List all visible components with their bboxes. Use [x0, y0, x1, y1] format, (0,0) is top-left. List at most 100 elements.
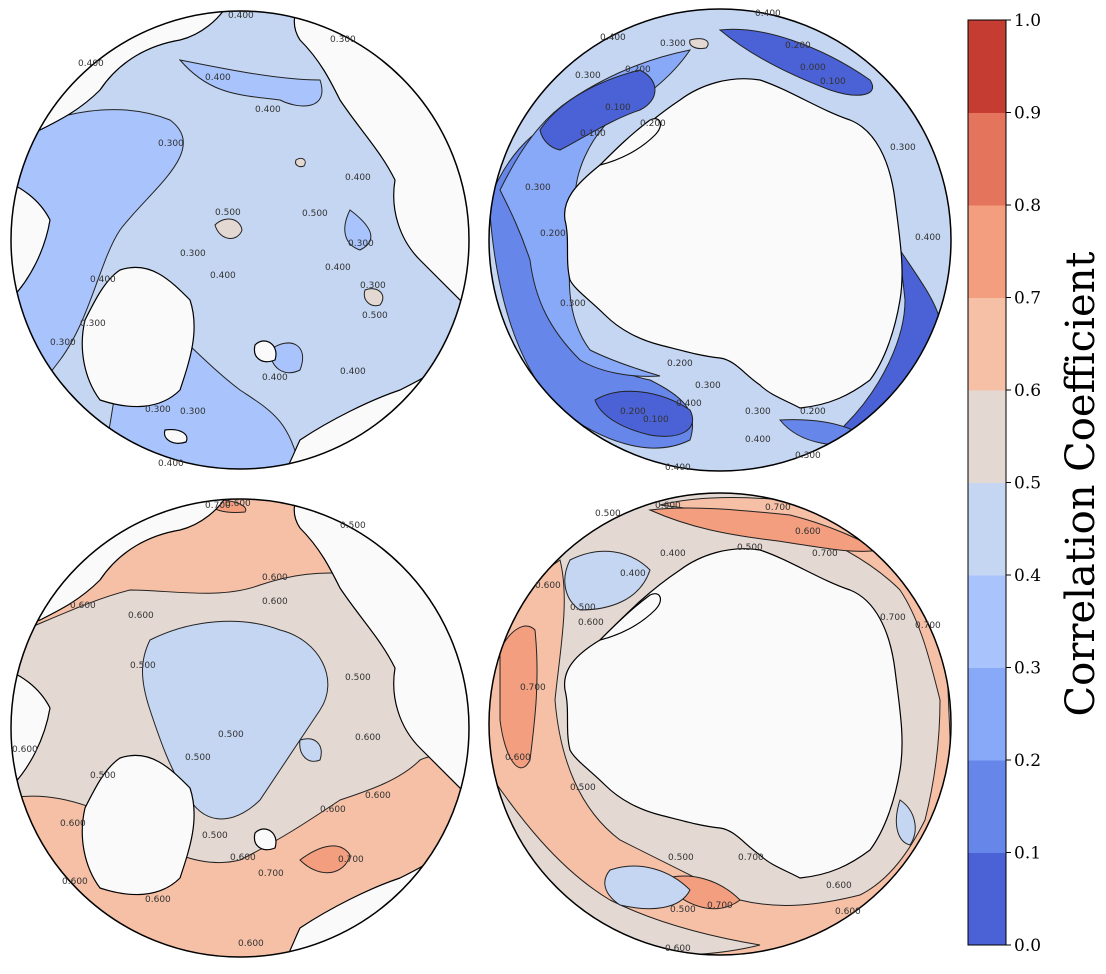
contour-label: 0.400 [676, 399, 702, 409]
contour-label: 0.300 [330, 35, 356, 45]
contour-label: 0.200 [540, 229, 566, 239]
contour-label: 0.300 [180, 249, 206, 259]
colorbar-segment [968, 760, 1006, 853]
contour-label: 0.200 [620, 407, 646, 417]
contour-label: 0.700 [338, 855, 364, 865]
contour-label: 0.700 [258, 869, 284, 879]
contour-label: 0.300 [560, 299, 586, 309]
colorbar-tick-label: 0.2 [1014, 751, 1041, 771]
contour-label: 0.400 [228, 11, 254, 21]
contour-band-0.4-0.5 [142, 620, 329, 820]
contour-label: 0.500 [90, 771, 116, 781]
contour-label: 0.400 [325, 263, 351, 273]
colorbar-tick-label: 0.3 [1014, 659, 1041, 679]
contour-labels: 0.400 0.300 0.400 0.400 0.300 0.500 0.30… [50, 11, 388, 469]
contour-labels: 0.600 0.700 0.500 0.600 0.600 0.600 0.60… [12, 499, 391, 949]
contour-band-0.3-0.4 [178, 59, 323, 107]
land-mass-peninsula [598, 118, 662, 167]
contour-label: 0.100 [580, 129, 606, 139]
colorbar-tick-label: 0.5 [1014, 474, 1041, 494]
contour-label: 0.500 [302, 209, 328, 219]
contour-label: 0.700 [880, 613, 906, 623]
colorbar-tick-label: 0.7 [1014, 289, 1041, 309]
contour-label: 0.300 [158, 139, 184, 149]
contour-label: 0.600 [225, 499, 251, 509]
contour-label: 0.200 [667, 359, 693, 369]
contour-label: 0.500 [668, 853, 694, 863]
contour-label: 0.400 [665, 463, 691, 473]
colorbar-label: Correlation Coefficient [1058, 252, 1104, 717]
contour-label: 0.400 [755, 9, 781, 19]
contour-label: 0.600 [62, 877, 88, 887]
contour-label: 0.600 [795, 527, 821, 537]
contour-band-0.3-0.4 [269, 342, 304, 374]
contour-label: 0.300 [348, 239, 374, 249]
contour-label: 0.300 [660, 39, 686, 49]
contour-label: 0.300 [890, 143, 916, 153]
contour-band-0.7-0.8 [299, 845, 351, 874]
map-panel-antarctic-upper: 0.400 0.400 0.300 0.300 0.200 0.100 0.20… [488, 8, 952, 473]
contour-label: 0.500 [737, 543, 763, 553]
contour-label: 0.600 [145, 895, 171, 905]
contour-label: 0.600 [578, 618, 604, 628]
contour-label: 0.400 [205, 73, 231, 83]
contour-label: 0.400 [255, 105, 281, 115]
land-mass-island [253, 828, 277, 851]
contour-label: 0.600 [365, 791, 391, 801]
contour-label: 0.600 [262, 597, 288, 607]
contour-label: 0.600 [826, 881, 852, 891]
land-mass-island [253, 340, 277, 363]
colorbar-tick-label: 0.8 [1014, 196, 1041, 216]
contour-label: 0.500 [362, 311, 388, 321]
map-panel-arctic-lower: 0.600 0.700 0.500 0.600 0.600 0.600 0.60… [10, 498, 470, 958]
contour-band-0.0-0.1 [539, 69, 656, 151]
contour-label: 0.300 [80, 319, 106, 329]
colorbar-segment [968, 297, 1006, 391]
land-mass-peninsula [598, 593, 662, 642]
contour-label: 0.600 [230, 853, 256, 863]
contour-label: 0.400 [915, 233, 941, 243]
contour-label: 0.600 [505, 753, 531, 763]
colorbar-segments [968, 20, 1006, 946]
contour-label: 0.300 [145, 405, 171, 415]
contour-label: 0.400 [620, 569, 646, 579]
contour-label: 0.400 [158, 459, 184, 469]
colorbar-segment [968, 482, 1006, 576]
contour-label: 0.100 [643, 415, 669, 425]
land-mass-antarctica [563, 78, 903, 409]
contour-label: 0.700 [520, 683, 546, 693]
colorbar-ticks: 0.0 0.1 0.2 0.3 0.4 0.5 0.6 0.7 0.8 0.9 1.0 [1006, 11, 1041, 956]
colorbar-tick-label: 0.0 [1014, 936, 1041, 956]
contour-label: 0.300 [745, 407, 771, 417]
contour-label: 0.600 [12, 745, 38, 755]
contour-band-0.5-0.6 [295, 157, 306, 168]
contour-band-0.4-0.5 [564, 550, 651, 611]
colorbar-segment [968, 205, 1006, 298]
contour-band-0.4-0.5 [895, 799, 916, 846]
contour-label: 0.500 [340, 521, 366, 531]
colorbar-segment [968, 852, 1006, 946]
contour-band-0.5-0.6 [214, 218, 243, 239]
contour-label: 0.600 [128, 611, 154, 621]
contour-label: 0.500 [595, 509, 621, 519]
colorbar-segment [968, 667, 1006, 761]
colorbar-tick-label: 1.0 [1014, 11, 1041, 31]
contour-label: 0.300 [575, 71, 601, 81]
contour-label: 0.300 [360, 281, 386, 291]
contour-label: 0.700 [205, 501, 231, 511]
colorbar-segment [968, 112, 1006, 206]
contour-label: 0.200 [785, 41, 811, 51]
contour-label: 0.400 [210, 271, 236, 281]
contour-band-0.4-0.5 [299, 738, 322, 762]
contour-label: 0.600 [655, 501, 681, 511]
contour-band-0.5-0.6 [689, 38, 709, 49]
contour-label: 0.400 [345, 173, 371, 183]
contour-label: 0.600 [835, 907, 861, 917]
map-panel-arctic-upper: 0.400 0.300 0.400 0.400 0.300 0.500 0.30… [10, 10, 470, 470]
contour-label: 0.700 [738, 853, 764, 863]
land-mass-island [163, 429, 188, 444]
contour-label: 0.100 [605, 103, 631, 113]
map-boundary [10, 498, 470, 958]
contour-label: 0.300 [795, 451, 821, 461]
